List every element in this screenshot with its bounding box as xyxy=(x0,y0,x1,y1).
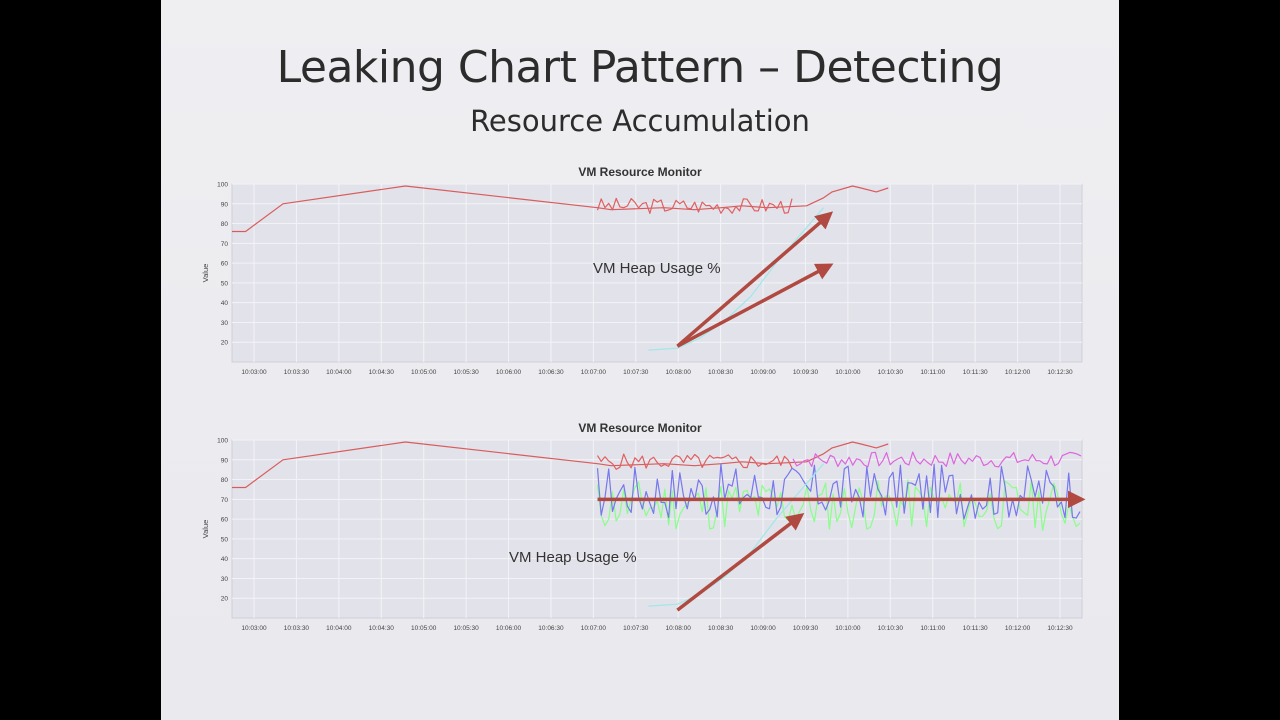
y-tick-label: 100 xyxy=(217,438,228,445)
y-tick-label: 30 xyxy=(221,576,229,583)
annotation-arrow-1 xyxy=(676,263,834,348)
y-tick-label: 60 xyxy=(221,261,229,268)
x-tick-label: 10:10:00 xyxy=(835,369,861,376)
y-tick-label: 70 xyxy=(221,497,229,504)
annotation-arrow-0 xyxy=(676,211,834,348)
y-axis-label: Value xyxy=(201,264,210,283)
plot-background xyxy=(231,183,1083,363)
x-tick-label: 10:06:00 xyxy=(496,625,522,632)
x-tick-label: 10:03:00 xyxy=(241,625,267,632)
x-tick-label: 10:12:00 xyxy=(1005,625,1031,632)
y-tick-label: 100 xyxy=(217,182,228,189)
chart-1: 20 30 40 50 60 70 80 90 100 10:03:00 10:03:30 10:04… xyxy=(201,182,1083,376)
x-tick-label: 10:08:00 xyxy=(666,625,692,632)
plot-area xyxy=(231,183,1083,363)
x-tick-label: 10:12:00 xyxy=(1005,369,1031,376)
plot-background xyxy=(231,439,1083,619)
series-line-0 xyxy=(232,441,889,489)
x-tick-label: 10:03:30 xyxy=(284,369,310,376)
y-tick-label: 40 xyxy=(221,556,229,563)
x-tick-label: 10:04:30 xyxy=(369,369,395,376)
x-tick-label: 10:09:30 xyxy=(793,625,819,632)
y-tick-label: 80 xyxy=(221,477,229,484)
x-tick-label: 10:07:30 xyxy=(623,369,649,376)
x-tick-label: 10:12:30 xyxy=(1047,369,1073,376)
x-tick-label: 10:10:30 xyxy=(878,625,904,632)
series-line-2 xyxy=(596,453,793,470)
x-tick-label: 10:05:30 xyxy=(453,625,479,632)
x-tick-label: 10:06:30 xyxy=(538,369,564,376)
x-tick-label: 10:04:30 xyxy=(369,625,395,632)
y-tick-label: 70 xyxy=(221,241,229,248)
x-tick-label: 10:08:00 xyxy=(666,369,692,376)
x-tick-label: 10:12:30 xyxy=(1047,625,1073,632)
x-tick-label: 10:05:00 xyxy=(411,369,437,376)
y-tick-label: 60 xyxy=(221,517,229,524)
slide: Leaking Chart Pattern – Detecting Resour… xyxy=(161,0,1119,720)
x-tick-label: 10:11:00 xyxy=(920,625,945,632)
y-tick-label: 50 xyxy=(221,536,229,543)
y-tick-label: 90 xyxy=(221,201,229,208)
slide-subtitle: Resource Accumulation xyxy=(470,104,810,138)
y-tick-label: 50 xyxy=(221,280,229,287)
y-tick-label: 80 xyxy=(221,221,229,228)
x-tick-label: 10:06:00 xyxy=(496,369,522,376)
x-tick-label: 10:09:00 xyxy=(750,369,776,376)
chart-2-annotation: VM Heap Usage % xyxy=(509,549,637,566)
series-line-3 xyxy=(596,479,1081,532)
chart-2-title: VM Resource Monitor xyxy=(578,421,702,435)
chart-2: 20 30 40 50 60 70 80 90 100 10:03:00 10:03:30 10:04… xyxy=(201,438,1086,632)
x-tick-label: 10:03:30 xyxy=(284,625,310,632)
y-axis-label: Value xyxy=(201,520,210,539)
chart-1-annotation: VM Heap Usage % xyxy=(593,260,721,277)
x-tick-label: 10:05:30 xyxy=(453,369,479,376)
x-tick-label: 10:07:00 xyxy=(581,625,607,632)
y-tick-label: 90 xyxy=(221,457,229,464)
x-tick-label: 10:10:30 xyxy=(878,369,904,376)
series-line-1 xyxy=(596,197,793,215)
x-tick-label: 10:08:30 xyxy=(708,369,734,376)
x-tick-label: 10:04:00 xyxy=(326,625,352,632)
x-tick-label: 10:11:30 xyxy=(963,369,988,376)
series-line-4 xyxy=(596,463,1081,520)
x-tick-label: 10:05:00 xyxy=(411,625,437,632)
x-tick-label: 10:04:00 xyxy=(326,369,352,376)
x-tick-label: 10:09:00 xyxy=(750,625,776,632)
annotation-arrow-0 xyxy=(676,513,805,612)
x-tick-label: 10:07:00 xyxy=(581,369,607,376)
x-tick-label: 10:11:00 xyxy=(920,369,945,376)
x-tick-label: 10:08:30 xyxy=(708,625,734,632)
x-tick-label: 10:11:30 xyxy=(963,625,988,632)
slide-title: Leaking Chart Pattern – Detecting xyxy=(276,42,1004,93)
y-tick-label: 40 xyxy=(221,300,229,307)
plot-area xyxy=(231,439,1083,619)
x-tick-label: 10:09:30 xyxy=(793,369,819,376)
y-tick-label: 20 xyxy=(221,596,229,603)
series-line-2 xyxy=(648,207,825,351)
y-tick-label: 30 xyxy=(221,320,229,327)
x-tick-label: 10:10:00 xyxy=(835,625,861,632)
series-line-1 xyxy=(792,451,1082,468)
x-tick-label: 10:07:30 xyxy=(623,625,649,632)
series-line-0 xyxy=(232,185,889,233)
chart-1-title: VM Resource Monitor xyxy=(578,165,702,179)
x-tick-label: 10:03:00 xyxy=(241,369,267,376)
y-tick-label: 20 xyxy=(221,340,229,347)
x-tick-label: 10:06:30 xyxy=(538,625,564,632)
